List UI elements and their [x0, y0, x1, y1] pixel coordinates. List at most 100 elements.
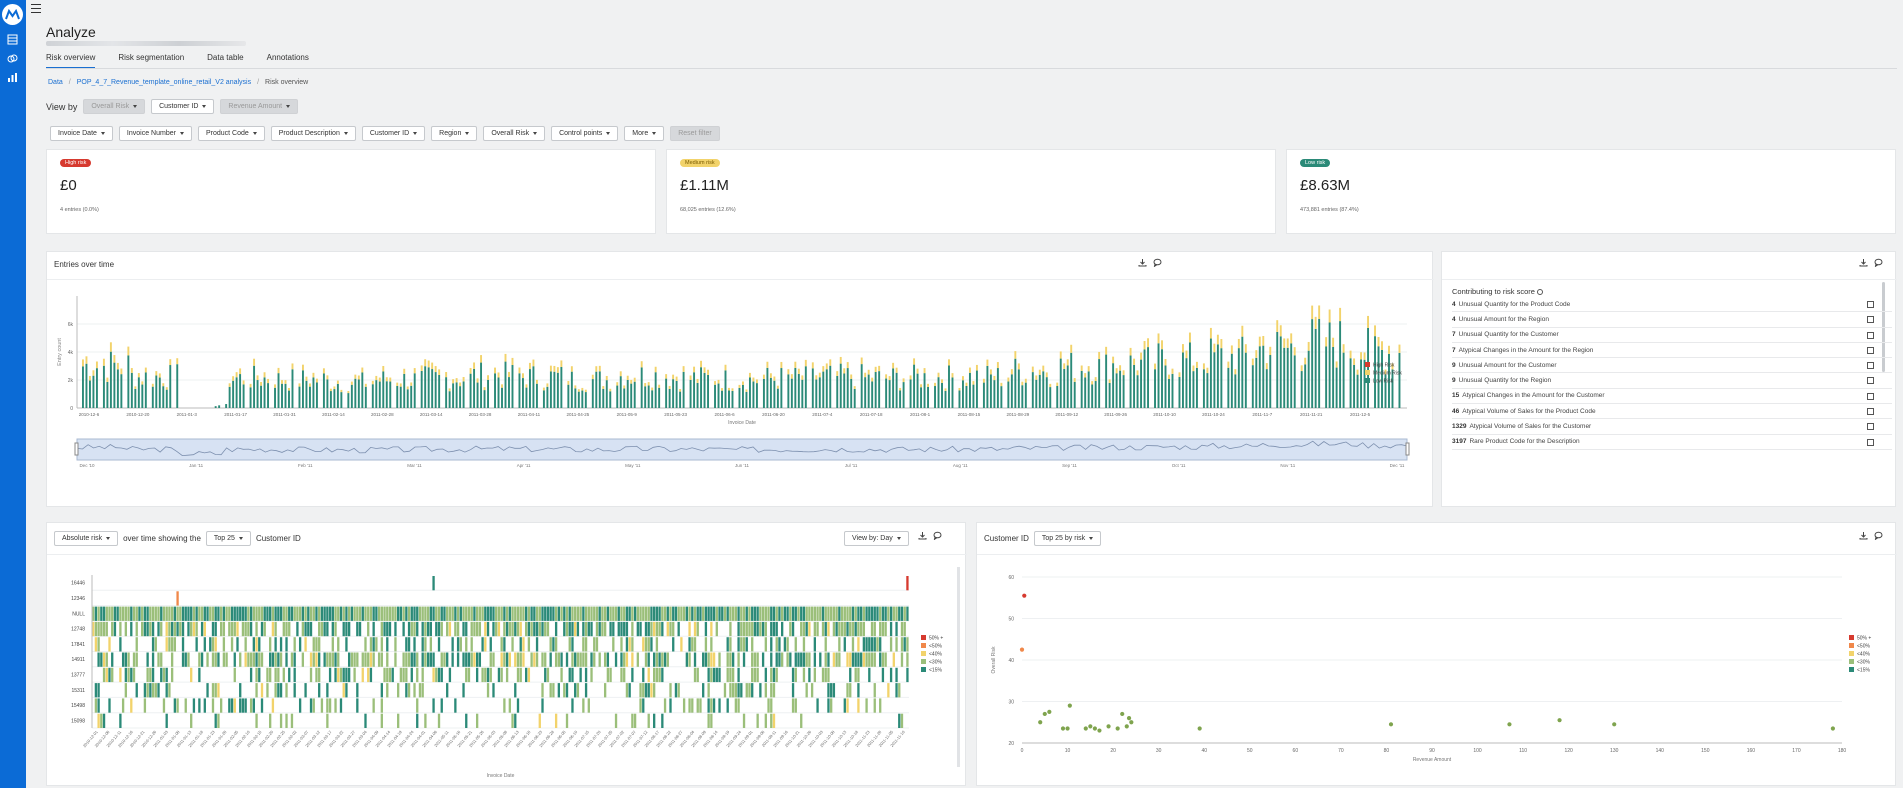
- contributing-item[interactable]: 4 Unusual Amount for the Region: [1452, 312, 1892, 328]
- chevron-down-icon: [238, 537, 243, 540]
- bar-low-risk: [350, 384, 353, 408]
- bar-medium-risk: [1230, 345, 1233, 354]
- download-icon[interactable]: [1138, 258, 1147, 267]
- legend-label: High Risk: [1373, 363, 1395, 369]
- metric-select[interactable]: Absolute risk: [54, 531, 119, 546]
- view-by-revenue-amount[interactable]: Revenue Amount: [220, 99, 299, 114]
- contributing-item[interactable]: 46 Atypical Volume of Sales for the Produ…: [1452, 404, 1892, 420]
- breadcrumb-analysis[interactable]: POP_4_7_Revenue_template_online_retail_V…: [76, 79, 252, 86]
- filter-invoice-date[interactable]: Invoice Date: [50, 126, 113, 141]
- download-icon[interactable]: [918, 531, 927, 540]
- contributing-item[interactable]: 3197 Rare Product Code for the Descriptio…: [1452, 435, 1892, 450]
- heatmap-cell: [710, 637, 713, 652]
- external-link-icon[interactable]: [1867, 316, 1874, 324]
- app-logo[interactable]: [2, 4, 23, 25]
- contributing-item[interactable]: 7 Unusual Quantity for the Customer: [1452, 328, 1892, 343]
- heatmap-cell: [895, 621, 898, 637]
- external-link-icon[interactable]: [1867, 331, 1874, 339]
- filter-more[interactable]: More: [624, 126, 665, 141]
- external-link-icon[interactable]: [1867, 423, 1874, 431]
- heatmap-cell: [898, 683, 901, 698]
- bar-low-risk: [434, 372, 437, 408]
- view-by-overall-risk[interactable]: Overall Risk: [83, 99, 146, 114]
- heatmap-cell: [609, 667, 612, 683]
- contributing-item[interactable]: 4 Unusual Quantity for the Product Code: [1452, 297, 1892, 313]
- external-link-icon[interactable]: [1867, 377, 1874, 385]
- external-link-icon[interactable]: [1867, 408, 1874, 416]
- heatmap-cell: [672, 606, 675, 621]
- bar-low-risk: [141, 384, 144, 408]
- tab-annotations[interactable]: Annotations: [266, 53, 309, 62]
- link-icon[interactable]: [7, 53, 18, 64]
- filter-overall-risk[interactable]: Overall Risk: [483, 126, 546, 141]
- bar-medium-risk: [1192, 365, 1195, 372]
- heatmap-row-label: NULL: [72, 611, 85, 617]
- top-n-select[interactable]: Top 25: [205, 531, 251, 546]
- contributing-item[interactable]: 9 Unusual Quantity for the Region: [1452, 373, 1892, 389]
- tab-data-table[interactable]: Data table: [207, 53, 244, 62]
- heatmap-cell: [710, 606, 713, 621]
- heatmap-cell: [429, 621, 433, 637]
- medium-risk-card[interactable]: Medium risk £1.11M 68,025 entries (12.6%…: [666, 149, 1276, 234]
- heatmap-cell: [315, 652, 318, 667]
- comment-icon[interactable]: [933, 531, 942, 540]
- heatmap-cell: [682, 698, 686, 713]
- bar-chart-icon[interactable]: [7, 72, 18, 83]
- filter-label: Invoice Number: [126, 130, 176, 137]
- filter-product-code[interactable]: Product Code: [197, 126, 265, 141]
- scatter-y-tick-label: 40: [1008, 658, 1014, 664]
- contributing-item[interactable]: 1329 Atypical Volume of Sales for the Cus…: [1452, 419, 1892, 435]
- heatmap-cell: [674, 606, 678, 621]
- external-link-icon[interactable]: [1867, 362, 1874, 370]
- scatter-point: [1022, 593, 1027, 598]
- info-icon[interactable]: [1537, 289, 1544, 296]
- bar-medium-risk: [801, 375, 804, 380]
- download-icon[interactable]: [1859, 531, 1868, 540]
- comment-icon[interactable]: [1153, 258, 1162, 267]
- scatter-field-label: Customer ID: [984, 534, 1029, 543]
- contributing-item[interactable]: 9 Unusual Amount for the Customer: [1452, 358, 1892, 374]
- contributing-count: 3197: [1452, 438, 1467, 446]
- bar-low-risk: [1045, 377, 1048, 408]
- tab-risk-segmentation[interactable]: Risk segmentation: [118, 53, 185, 62]
- heatmap-cell: [402, 652, 405, 667]
- filter-control-points[interactable]: Control points: [551, 126, 619, 141]
- bar-low-risk: [218, 405, 221, 408]
- contributing-item[interactable]: 15 Atypical Changes in the Amount for the…: [1452, 389, 1892, 405]
- filter-customer-id[interactable]: Customer ID: [361, 126, 426, 141]
- breadcrumb-data[interactable]: Data: [48, 79, 63, 86]
- reset-filter-button[interactable]: Reset filter: [670, 126, 720, 141]
- bar-medium-risk: [888, 376, 891, 381]
- view-by-day-select[interactable]: View by: Day: [844, 531, 909, 546]
- comment-icon[interactable]: [1874, 258, 1883, 267]
- scatter-point: [1129, 720, 1134, 725]
- external-link-icon[interactable]: [1867, 392, 1874, 400]
- heatmap-cell: [369, 606, 373, 621]
- heatmap-cell: [710, 667, 713, 683]
- bar-medium-risk: [920, 384, 923, 388]
- filter-region[interactable]: Region: [431, 126, 478, 141]
- bar-medium-risk: [232, 376, 235, 381]
- comment-icon[interactable]: [1874, 531, 1883, 540]
- top-by-risk-select[interactable]: Top 25 by risk: [1033, 531, 1102, 546]
- contributing-item[interactable]: 7 Atypical Changes in the Amount for the …: [1452, 343, 1892, 359]
- heatmap-cell: [364, 606, 367, 621]
- filter-invoice-number[interactable]: Invoice Number: [118, 126, 192, 141]
- download-icon[interactable]: [1859, 258, 1868, 267]
- external-link-icon[interactable]: [1867, 301, 1874, 308]
- external-link-icon[interactable]: [1867, 346, 1874, 354]
- filter-product-description[interactable]: Product Description: [270, 126, 356, 141]
- menu-icon[interactable]: [31, 4, 41, 13]
- top-n-select-label: Top 25: [213, 535, 235, 542]
- bar-low-risk: [1188, 342, 1191, 408]
- heatmap-cell: [770, 713, 773, 728]
- database-icon[interactable]: [7, 34, 18, 45]
- view-by-customer-id[interactable]: Customer ID: [151, 99, 215, 114]
- high-risk-card[interactable]: High risk £0 4 entries (0.0%): [46, 149, 656, 234]
- heatmap-cell: [625, 621, 629, 637]
- tab-risk-overview[interactable]: Risk overview: [46, 53, 96, 69]
- heatmap-cell: [173, 637, 177, 652]
- bar-low-risk: [752, 381, 755, 408]
- external-link-icon[interactable]: [1867, 438, 1874, 446]
- low-risk-card[interactable]: Low risk £8.63M 473,881 entries (87.4%): [1286, 149, 1896, 234]
